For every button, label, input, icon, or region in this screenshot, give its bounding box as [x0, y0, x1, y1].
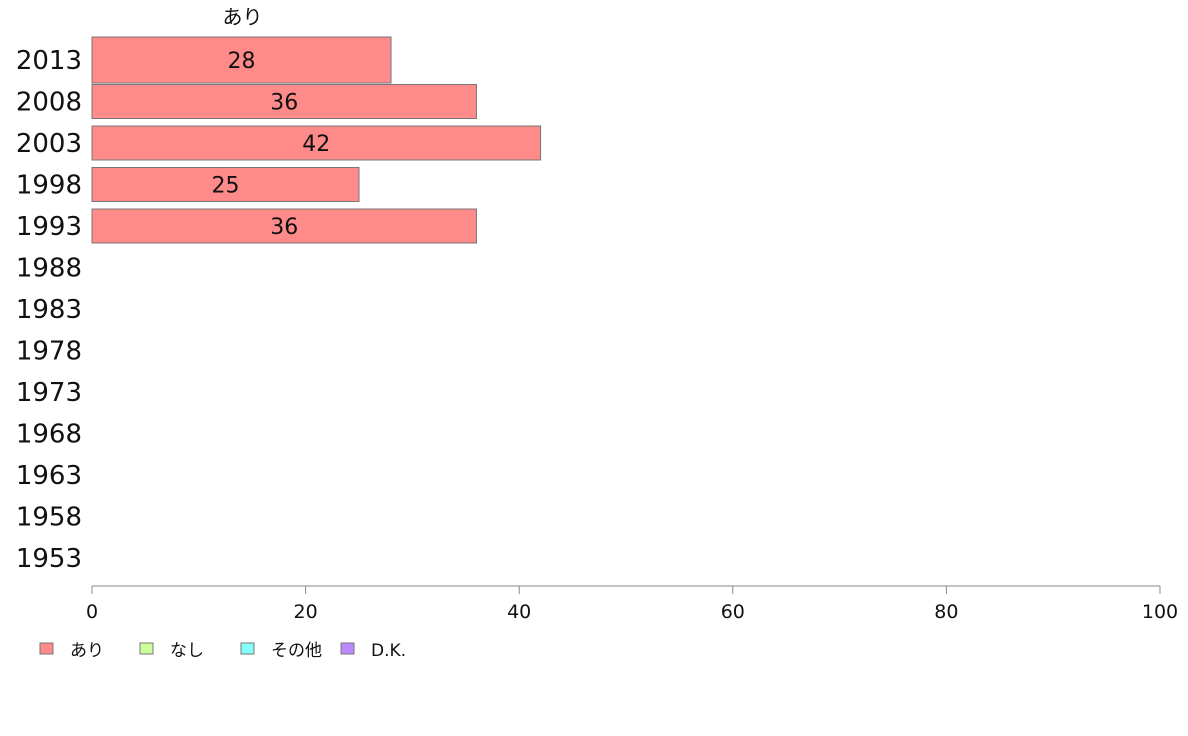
- bar-1993-series-0: [91, 208, 477, 244]
- bar-2013-series-0: [91, 36, 392, 84]
- year-label-1973: 1973: [16, 378, 82, 408]
- data-label-1998: 25: [212, 174, 240, 199]
- x-tick-label-80: 80: [934, 601, 958, 623]
- year-label-1988: 1988: [16, 254, 82, 284]
- x-tick-label-40: 40: [507, 601, 531, 623]
- year-label-1993: 1993: [16, 212, 82, 242]
- bar-1998-series-0: [91, 167, 360, 202]
- year-label-2008: 2008: [16, 88, 82, 118]
- data-label-2008: 36: [270, 91, 298, 116]
- year-label-2003: 2003: [16, 129, 82, 159]
- data-label-2013: 28: [228, 49, 256, 74]
- data-label-2003: 42: [302, 132, 330, 157]
- year-label-2013: 2013: [16, 46, 82, 76]
- legend-swatch-0: [39, 642, 54, 655]
- year-label-1968: 1968: [16, 420, 82, 450]
- legend-swatch-3: [340, 642, 355, 655]
- year-label-1958: 1958: [16, 503, 82, 533]
- year-label-1998: 1998: [16, 171, 82, 201]
- x-tick-label-100: 100: [1142, 601, 1178, 623]
- x-axis: 0 20 40 60 80 100: [86, 585, 1178, 623]
- legend-swatch-1: [139, 642, 154, 655]
- legend: あり なし その他 D.K.: [39, 641, 406, 661]
- legend-label-2: その他: [271, 641, 322, 661]
- legend-label-1: なし: [170, 641, 204, 661]
- year-label-1983: 1983: [16, 295, 82, 325]
- column-header-ari: あり: [223, 5, 263, 29]
- x-tick-label-20: 20: [294, 601, 318, 623]
- bar-2008-series-0: [91, 84, 477, 119]
- year-label-1978: 1978: [16, 337, 82, 367]
- data-label-1993: 36: [270, 215, 298, 240]
- legend-swatch-2: [240, 642, 255, 655]
- legend-label-3: D.K.: [371, 641, 406, 661]
- year-label-1953: 1953: [16, 544, 82, 574]
- year-labels: 2013 2008 2003 1998 1993 1988 1983 1978 1973 1968…: [16, 46, 82, 574]
- year-label-1963: 1963: [16, 461, 82, 491]
- bar-2003-series-0: [91, 125, 542, 161]
- x-tick-label-0: 0: [86, 601, 98, 623]
- x-tick-label-60: 60: [721, 601, 745, 623]
- legend-label-0: あり: [70, 641, 104, 661]
